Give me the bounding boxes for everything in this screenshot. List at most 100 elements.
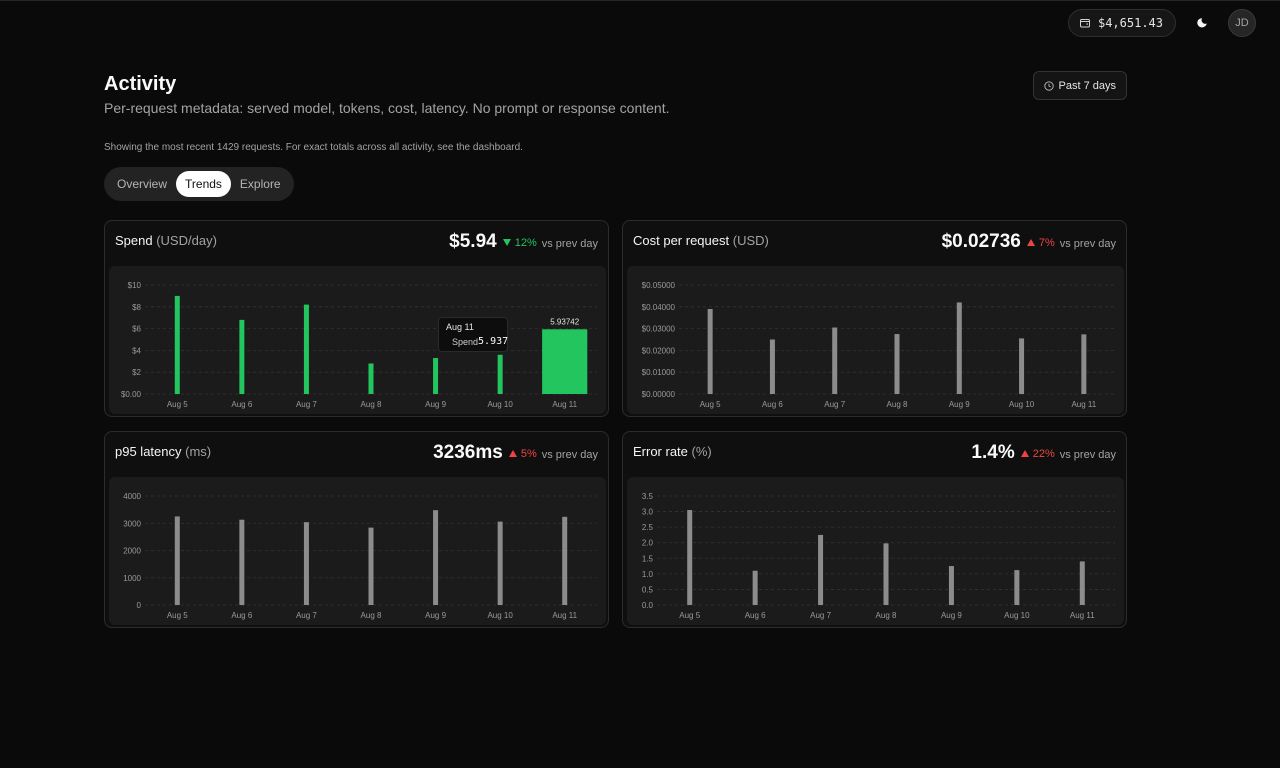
x-tick-label: Aug 6 xyxy=(745,611,766,620)
card-title: Cost per request (USD) xyxy=(633,233,769,248)
stat-value: 1.4% xyxy=(971,442,1015,463)
page-header: Activity Per-request metadata: served mo… xyxy=(104,71,1127,117)
x-tick-label: Aug 9 xyxy=(425,400,446,409)
x-tick-label: Aug 7 xyxy=(810,611,831,620)
cost-per-request-chart[interactable]: $0.00000 $0.01000 $0.02000 $0.03000 $0.04000… xyxy=(627,266,1124,414)
x-tick-label: Aug 9 xyxy=(941,611,962,620)
stat-value: 3236ms xyxy=(433,442,503,463)
bar xyxy=(303,304,309,394)
tab-trends[interactable]: Trends xyxy=(176,171,231,197)
error-rate-chart-svg: 0.0 0.5 1.0 1.5 2.0 2.5 3.0 3.5 Aug 5 Aug 6 Aug 7 A… xyxy=(642,492,1115,620)
x-tick-label: Aug 8 xyxy=(361,611,382,620)
bar xyxy=(769,339,775,394)
cost-per-request-card: Cost per request (USD) $0.02736 7% vs pr… xyxy=(622,220,1127,417)
page-title: Activity xyxy=(104,73,177,95)
bar xyxy=(239,519,245,605)
clock-icon xyxy=(1043,80,1054,91)
y-tick-label: $10 xyxy=(128,281,142,290)
stat-value: $0.02736 xyxy=(941,231,1021,252)
error-rate-chart[interactable]: 0.0 0.5 1.0 1.5 2.0 2.5 3.0 3.5 Aug 5 Aug 6 Aug 7 A… xyxy=(627,477,1124,625)
spend-card: Spend (USD/day) $5.94 12% vs prev day $0… xyxy=(104,220,609,417)
cost-per-request-chart-svg: $0.00000 $0.01000 $0.02000 $0.03000 $0.04000… xyxy=(642,281,1115,409)
delta-badge: 7% xyxy=(1026,237,1055,249)
tab-explore[interactable]: Explore xyxy=(239,177,281,191)
time-range-label: Past 7 days xyxy=(1058,79,1116,92)
tab-overview[interactable]: Overview xyxy=(117,177,168,191)
delta-badge: 12% xyxy=(502,237,537,249)
y-tick-label: 3.5 xyxy=(642,492,654,501)
bar xyxy=(239,319,245,394)
card-title-text: Cost per request xyxy=(633,233,730,248)
y-tick-label: 2.0 xyxy=(642,539,654,548)
x-tick-label: Aug 5 xyxy=(679,611,700,620)
delta-value: 12% xyxy=(514,236,537,249)
card-stat: $0.02736 7% vs prev day xyxy=(942,231,1116,253)
bar xyxy=(368,527,374,605)
avatar[interactable]: JD xyxy=(1228,9,1256,37)
delta-value: 22% xyxy=(1032,447,1055,460)
bar xyxy=(818,534,824,605)
latency-card: p95 latency (ms) 3236ms 5% vs prev day 0… xyxy=(104,431,609,628)
x-tick-label: Aug 5 xyxy=(700,400,721,409)
bar xyxy=(174,516,180,605)
x-tick-label: Aug 8 xyxy=(876,611,897,620)
bar xyxy=(752,570,758,605)
x-tick-label: Aug 5 xyxy=(167,611,188,620)
y-tick-label: $4 xyxy=(132,346,141,355)
card-stat: 1.4% 22% vs prev day xyxy=(971,442,1116,464)
x-tick-label: Aug 11 xyxy=(552,400,577,409)
bar xyxy=(832,327,838,394)
request-notice: Showing the most recent 1429 requests. F… xyxy=(104,142,523,153)
spend-chart[interactable]: $0.00 $2 $4 $6 $8 $10 Aug 5 Aug 6 Aug 7 Aug 8 Aug … xyxy=(109,266,606,414)
y-tick-label: 1.0 xyxy=(642,570,654,579)
theme-toggle-button[interactable] xyxy=(1190,9,1214,37)
bar xyxy=(948,566,954,605)
bar xyxy=(497,354,503,394)
bar xyxy=(433,358,439,394)
bar xyxy=(1014,570,1020,605)
bar xyxy=(1081,334,1087,394)
bar xyxy=(174,295,180,394)
moon-icon xyxy=(1197,18,1207,28)
bar xyxy=(1079,561,1085,605)
delta-caption: vs prev day xyxy=(541,238,598,250)
balance-badge[interactable]: $4,651.43 xyxy=(1067,9,1176,37)
x-tick-label: Aug 10 xyxy=(487,611,513,620)
y-tick-label: 4000 xyxy=(123,492,141,501)
card-unit: (USD) xyxy=(732,233,769,248)
delta-value: 5% xyxy=(520,447,537,460)
delta-caption: vs prev day xyxy=(541,449,598,461)
error-rate-card: Error rate (%) 1.4% 22% vs prev day 0.0 0… xyxy=(622,431,1127,628)
bar xyxy=(303,522,309,605)
x-tick-label: Aug 10 xyxy=(1004,611,1030,620)
y-tick-label: 2000 xyxy=(123,547,141,556)
page-subtitle: Per-request metadata: served model, toke… xyxy=(104,100,670,116)
card-stat: 3236ms 5% vs prev day xyxy=(433,442,598,464)
tooltip-series: Spend xyxy=(452,336,479,347)
bar xyxy=(956,302,962,394)
bar xyxy=(497,521,503,605)
latency-chart[interactable]: 0 1000 2000 3000 4000 Aug 5 Aug 6 Aug 7 Aug 8 Aug… xyxy=(109,477,606,625)
y-tick-label: $0.00000 xyxy=(642,390,676,399)
tooltip-row: Spend 5.937 xyxy=(446,336,508,347)
time-range-button[interactable]: Past 7 days xyxy=(1032,71,1127,100)
y-tick-label: $0.03000 xyxy=(642,325,676,334)
y-tick-label: 2.5 xyxy=(642,523,654,532)
card-unit: (ms) xyxy=(185,444,212,459)
x-tick-label: Aug 11 xyxy=(552,611,577,620)
card-title: Spend (USD/day) xyxy=(115,233,217,248)
x-tick-label: Aug 11 xyxy=(1070,611,1095,620)
bar xyxy=(368,363,374,394)
y-tick-label: 1.5 xyxy=(642,554,654,563)
y-tick-label: 3000 xyxy=(123,519,141,528)
delta-value: 7% xyxy=(1038,236,1055,249)
delta-badge: 22% xyxy=(1020,448,1055,460)
y-tick-label: $0.05000 xyxy=(642,281,676,290)
y-tick-label: $8 xyxy=(132,303,141,312)
bar xyxy=(883,543,889,605)
bar xyxy=(707,308,713,394)
card-stat: $5.94 12% vs prev day xyxy=(449,231,598,253)
card-title-text: Error rate xyxy=(633,444,688,459)
bar xyxy=(433,510,439,605)
bar xyxy=(562,516,568,605)
